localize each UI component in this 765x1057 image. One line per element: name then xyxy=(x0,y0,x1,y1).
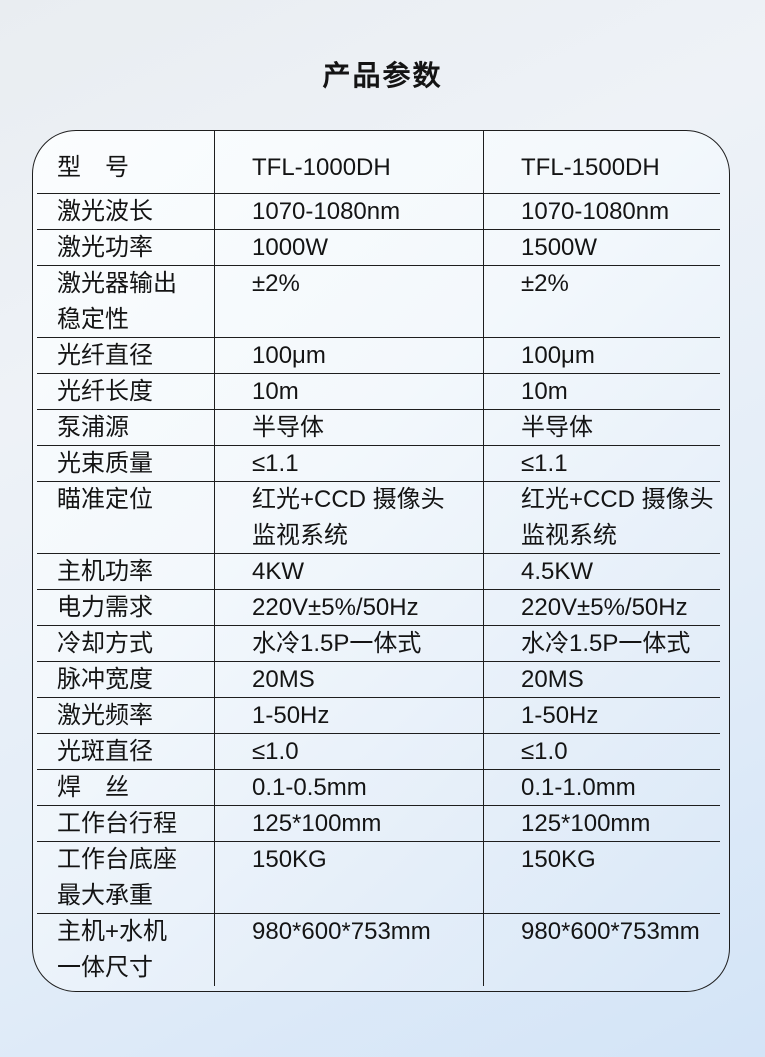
spec-value-tfl-1500dh: ≤1.0 xyxy=(483,734,729,770)
spec-value-tfl-1500dh: 980*600*753mm xyxy=(483,914,729,986)
spec-value-tfl-1500dh: 1-50Hz xyxy=(483,698,729,734)
spec-value-tfl-1500dh: 4.5KW xyxy=(483,554,729,590)
spec-label: 瞄准定位 xyxy=(57,486,153,513)
spec-label: 脉冲宽度 xyxy=(57,666,153,693)
spec-row: 主机功率 4KW 4.5KW xyxy=(33,554,729,590)
spec-value-tfl-1500dh: 0.1-1.0mm xyxy=(483,770,729,806)
spec-label: 泵浦源 xyxy=(57,414,129,441)
spec-row: 瞄准定位 红光+CCD 摄像头 监视系统 红光+CCD 摄像头 监视系统 xyxy=(33,482,729,554)
spec-value-tfl-1000dh: 1000W xyxy=(214,230,483,266)
spec-row: 激光器输出 稳定性 ±2% ±2% xyxy=(33,266,729,338)
spec-value-tfl-1000dh: ≤1.1 xyxy=(214,446,483,482)
spec-row: 光斑直径 ≤1.0 ≤1.0 xyxy=(33,734,729,770)
spec-value-tfl-1500dh: 半导体 xyxy=(483,410,729,446)
spec-value-tfl-1500dh: 100μm xyxy=(483,338,729,374)
spec-row: 焊 丝 0.1-0.5mm 0.1-1.0mm xyxy=(33,770,729,806)
spec-label: 主机+水机 一体尺寸 xyxy=(57,918,168,981)
spec-row: 光束质量 ≤1.1 ≤1.1 xyxy=(33,446,729,482)
spec-row: 泵浦源 半导体 半导体 xyxy=(33,410,729,446)
spec-label: 光束质量 xyxy=(57,450,153,477)
spec-label: 工作台行程 xyxy=(57,810,177,837)
spec-value-tfl-1500dh: 220V±5%/50Hz xyxy=(483,590,729,626)
table-header-row: 型 号 TFL-1000DH TFL-1500DH xyxy=(33,131,729,194)
spec-value-tfl-1000dh: 1-50Hz xyxy=(214,698,483,734)
spec-value-tfl-1000dh: 125*100mm xyxy=(214,806,483,842)
spec-row: 主机+水机 一体尺寸 980*600*753mm 980*600*753mm xyxy=(33,914,729,991)
spec-value-tfl-1500dh: 红光+CCD 摄像头 监视系统 xyxy=(483,482,729,554)
spec-label: 光斑直径 xyxy=(57,738,153,765)
spec-value-tfl-1500dh: 1500W xyxy=(483,230,729,266)
spec-value-tfl-1500dh: ≤1.1 xyxy=(483,446,729,482)
spec-row: 脉冲宽度 20MS 20MS xyxy=(33,662,729,698)
page-title: 产品参数 xyxy=(322,60,443,91)
spec-label: 工作台底座 最大承重 xyxy=(57,846,177,909)
header-model-tfl-1000dh: TFL-1000DH xyxy=(214,131,483,194)
spec-row: 激光波长 1070-1080nm 1070-1080nm xyxy=(33,194,729,230)
spec-value-tfl-1000dh: ±2% xyxy=(214,266,483,338)
spec-value-tfl-1500dh: 1070-1080nm xyxy=(483,194,729,230)
spec-value-tfl-1000dh: 10m xyxy=(214,374,483,410)
spec-value-tfl-1000dh: 20MS xyxy=(214,662,483,698)
spec-value-tfl-1000dh: ≤1.0 xyxy=(214,734,483,770)
spec-label: 激光功率 xyxy=(57,234,153,261)
spec-label: 光纤长度 xyxy=(57,378,153,405)
spec-label: 电力需求 xyxy=(57,594,153,621)
header-model-tfl-1500dh: TFL-1500DH xyxy=(483,131,729,194)
spec-value-tfl-1500dh: 水冷1.5P一体式 xyxy=(483,626,729,662)
spec-row: 工作台行程 125*100mm 125*100mm xyxy=(33,806,729,842)
spec-value-tfl-1000dh: 220V±5%/50Hz xyxy=(214,590,483,626)
spec-value-tfl-1000dh: 980*600*753mm xyxy=(214,914,483,986)
spec-label: 冷却方式 xyxy=(57,630,153,657)
spec-row: 光纤直径 100μm 100μm xyxy=(33,338,729,374)
spec-label: 光纤直径 xyxy=(57,342,153,369)
spec-label: 焊 丝 xyxy=(57,774,129,801)
header-model-label: 型 号 xyxy=(57,154,129,181)
spec-table: 型 号 TFL-1000DH TFL-1500DH 激光波长 1070-1080… xyxy=(32,130,730,992)
spec-value-tfl-1500dh: ±2% xyxy=(483,266,729,338)
spec-value-tfl-1000dh: 红光+CCD 摄像头 监视系统 xyxy=(214,482,483,554)
spec-label: 激光器输出 稳定性 xyxy=(57,270,177,333)
spec-value-tfl-1000dh: 1070-1080nm xyxy=(214,194,483,230)
spec-value-tfl-1500dh: 125*100mm xyxy=(483,806,729,842)
spec-label: 激光波长 xyxy=(57,198,153,225)
spec-value-tfl-1500dh: 20MS xyxy=(483,662,729,698)
spec-value-tfl-1000dh: 0.1-0.5mm xyxy=(214,770,483,806)
page: 产品参数 型 号 TFL-1000DH TFL-1500DH 激光波长 1070… xyxy=(32,60,730,992)
spec-row: 冷却方式 水冷1.5P一体式 水冷1.5P一体式 xyxy=(33,626,729,662)
spec-value-tfl-1000dh: 水冷1.5P一体式 xyxy=(214,626,483,662)
spec-value-tfl-1000dh: 半导体 xyxy=(214,410,483,446)
spec-label: 主机功率 xyxy=(57,558,153,585)
spec-value-tfl-1000dh: 100μm xyxy=(214,338,483,374)
spec-row: 激光功率 1000W 1500W xyxy=(33,230,729,266)
spec-row: 激光频率 1-50Hz 1-50Hz xyxy=(33,698,729,734)
spec-row: 光纤长度 10m 10m xyxy=(33,374,729,410)
spec-value-tfl-1000dh: 150KG xyxy=(214,842,483,914)
spec-label: 激光频率 xyxy=(57,702,153,729)
spec-row: 电力需求 220V±5%/50Hz 220V±5%/50Hz xyxy=(33,590,729,626)
spec-value-tfl-1500dh: 150KG xyxy=(483,842,729,914)
spec-row: 工作台底座 最大承重 150KG 150KG xyxy=(33,842,729,914)
spec-value-tfl-1000dh: 4KW xyxy=(214,554,483,590)
spec-value-tfl-1500dh: 10m xyxy=(483,374,729,410)
